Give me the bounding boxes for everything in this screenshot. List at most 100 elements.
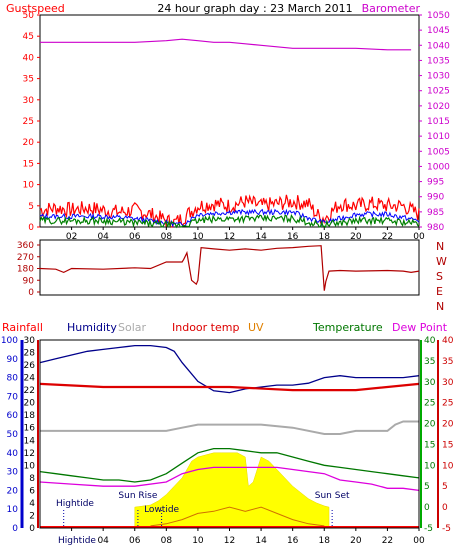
temp-tick-label: 25 [424,399,435,409]
direction-tick-label: 0 [28,288,34,298]
rain-tick-label: 20 [24,399,36,409]
temperature-line [39,447,420,483]
humidity-tick-label: 70 [7,392,19,402]
climate-panel: 0102030405060708090100024681012141618202… [1,336,454,546]
x-tick-label: 08 [161,536,173,546]
rain-tick-label: 24 [24,374,36,384]
x-tick-label: 14 [255,536,267,546]
climate-axes: 0102030405060708090100024681012141618202… [1,336,454,534]
solar-line [40,420,419,435]
baro-tick-label: 1010 [427,132,450,142]
x-tick-label: 16 [287,232,299,242]
x-tick-label: 10 [192,536,204,546]
temp2-tick-label: 5 [442,482,448,492]
gust-tick-label: 30 [23,96,35,106]
humidity-tick-label: 100 [1,336,18,346]
x-tick-label: 00 [413,232,425,242]
rain-tick-label: 30 [24,336,36,346]
x-tick-label: 12 [224,536,235,546]
compass-label: N [436,240,444,253]
humidity-tick-label: 90 [7,355,19,365]
rain-tick-label: 18 [24,411,36,421]
wind-series-line [39,208,420,228]
temp2-tick-label: -5 [442,524,451,534]
x-tick-label: 00 [413,536,425,546]
rain-tick-label: 12 [24,449,35,459]
barometer-label: Barometer [362,2,421,15]
x-tick-label: 08 [161,232,173,242]
humidity-tick-label: 60 [7,411,19,421]
compass-label: W [436,255,447,268]
x-tick-label: 22 [382,536,393,546]
x-tick-label: 16 [287,536,299,546]
direction-tick-label: 180 [17,265,34,275]
temp-tick-label: 5 [424,482,430,492]
temp-tick-label: 0 [424,503,430,513]
x-tick-label: 20 [350,536,362,546]
temp-tick-label: 10 [424,461,436,471]
baro-tick-label: 1030 [427,72,450,82]
compass-label: S [436,270,443,283]
baro-tick-label: 1035 [427,56,450,66]
direction-tick-label: 360 [17,241,34,251]
humidity-tick-label: 50 [7,430,19,440]
temp-tick-label: 30 [424,378,436,388]
solar-label: Solar [118,321,147,334]
baro-tick-label: 1020 [427,102,450,112]
compass-label: E [436,285,443,298]
x-tick-label: 02 [66,232,77,242]
temp-tick-label: 20 [424,420,436,430]
baro-tick-label: 1000 [427,162,450,172]
compass-label: N [436,300,444,313]
event-label: Lowtide [144,505,179,515]
wind-avg-series-line [39,213,420,229]
indoor-temp-label: Indoor temp [172,321,239,334]
gust-tick-label: 35 [23,75,34,85]
baro-tick-label: 1040 [427,41,450,51]
rainfall-label: Rainfall [2,321,43,334]
rain-tick-label: 22 [24,386,35,396]
wind-direction-line [39,245,420,291]
temp-tick-label: 15 [424,440,435,450]
rain-tick-label: 28 [24,349,36,359]
temp2-tick-label: 40 [442,336,454,346]
rain-tick-label: 8 [29,474,35,484]
baro-tick-label: 1045 [427,26,450,36]
x-tick-label: 22 [382,232,393,242]
gust-label: Gustspeed [6,2,65,15]
gust-axis-ticks: 0 5 10 15 20 25 30 35 40 45 50 [23,11,40,233]
x-tick-label: 14 [255,232,267,242]
event-label: Sun Rise [118,491,157,501]
baro-tick-label: 1025 [427,87,450,97]
gust-tick-label: 45 [23,32,34,42]
gust-tick-label: 5 [28,202,34,212]
temp2-tick-label: 35 [442,357,453,367]
baro-tick-label: 1005 [427,147,450,157]
barometer-axis-ticks: 980 985 990 995 1000 1005 1010 1015 1020 1025 1030… [419,11,450,233]
wind-x-axis-ticks: 02 04 06 08 10 12 14 16 18 20 22 00 [66,227,425,242]
baro-tick-label: 1015 [427,117,450,127]
humidity-tick-label: 10 [7,505,19,515]
climate-series [39,344,420,529]
humidity-tick-label: 0 [12,524,18,534]
baro-tick-label: 990 [427,193,444,203]
bottom-hightide-label: Hightide [58,536,96,546]
temp2-tick-label: 15 [442,440,453,450]
climate-x-axis-ticks: 04 06 08 10 12 14 16 18 20 22 00 Hightide [58,528,425,546]
x-tick-label: 04 [97,232,109,242]
gust-tick-label: 25 [23,117,34,127]
temp-tick-label: 40 [424,336,436,346]
humidity-tick-label: 40 [7,449,19,459]
baro-tick-label: 980 [427,223,444,233]
gust-tick-label: 20 [23,138,35,148]
gust-tick-label: 40 [23,53,35,63]
gust-tick-label: 10 [23,181,35,191]
event-label: Sun Set [315,491,350,501]
event-label: Hightide [56,499,94,509]
dewpoint-label: Dew Point [392,321,448,334]
x-tick-label: 20 [350,232,362,242]
humidity-line [39,344,420,394]
